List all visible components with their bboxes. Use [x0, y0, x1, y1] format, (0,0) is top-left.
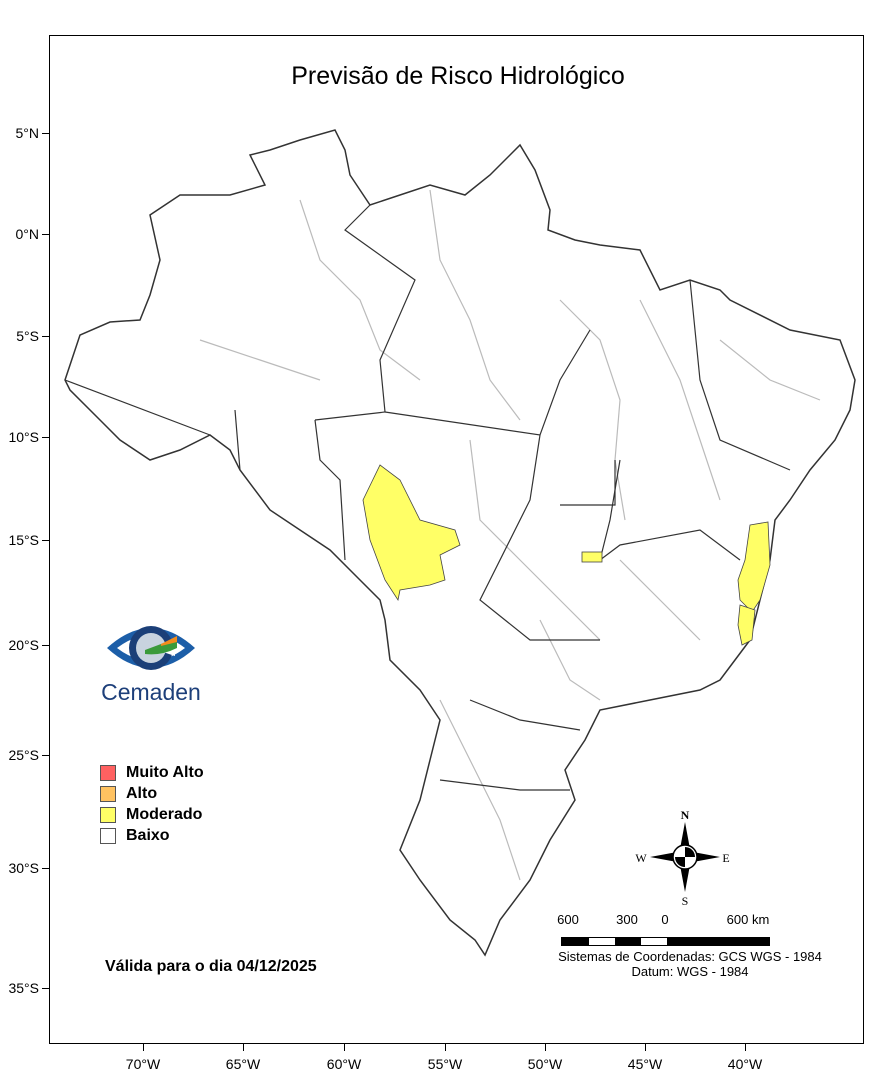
eye-logo-icon	[107, 626, 195, 670]
longitude-tick	[645, 1044, 646, 1051]
longitude-tick	[143, 1044, 144, 1051]
risk-area-mato-grosso	[362, 464, 461, 602]
longitude-label: 65°W	[225, 1056, 261, 1072]
latitude-label: 0°N	[15, 226, 40, 242]
latitude-label: 25°S	[8, 747, 39, 763]
longitude-label: 40°W	[727, 1056, 763, 1072]
longitude-label: 45°W	[627, 1056, 663, 1072]
latitude-tick	[42, 437, 49, 438]
latitude-label: 15°S	[8, 532, 39, 548]
risk-area-espirito-santo	[737, 604, 756, 646]
longitude-tick	[545, 1044, 546, 1051]
cemaden-logo: Cemaden	[92, 618, 210, 706]
longitude-tick	[344, 1044, 345, 1051]
risk-area-goias	[581, 551, 603, 563]
scale-label: 600 km	[726, 912, 770, 927]
scale-label: 0	[661, 912, 669, 927]
latitude-label: 5°S	[16, 328, 39, 344]
moderate-risk-areas	[362, 464, 771, 646]
legend-swatch	[100, 785, 116, 802]
compass-n: N	[681, 808, 690, 822]
latitude-tick	[42, 755, 49, 756]
legend-item: Muito Alto	[100, 762, 204, 783]
latitude-label: 30°S	[8, 860, 39, 876]
longitude-tick	[243, 1044, 244, 1051]
legend-item: Moderado	[100, 804, 204, 825]
legend-swatch	[100, 806, 116, 823]
crs-text: Sistemas de Coordenadas: GCS WGS - 1984	[558, 949, 822, 964]
latitude-tick	[42, 133, 49, 134]
state-lines	[64, 204, 791, 791]
valid-date: Válida para o dia 04/12/2025	[105, 958, 317, 975]
latitude-tick	[42, 234, 49, 235]
legend: Muito Alto Alto Moderado Baixo	[100, 762, 204, 846]
compass-e: E	[722, 851, 729, 865]
legend-swatch	[100, 764, 116, 781]
legend-label: Baixo	[126, 826, 170, 844]
legend-swatch	[100, 827, 116, 844]
latitude-label: 10°S	[8, 429, 39, 445]
map-title: Previsão de Risco Hidrológico	[291, 62, 625, 90]
risk-area-bahia-coast	[737, 521, 771, 613]
latitude-label: 35°S	[8, 980, 39, 996]
map-frame	[49, 35, 864, 1044]
scale-label: 300	[616, 912, 638, 927]
latitude-tick	[42, 988, 49, 989]
legend-label: Muito Alto	[126, 763, 204, 781]
compass-s: S	[682, 894, 689, 908]
compass-w: W	[635, 851, 647, 865]
scale-label: 600	[557, 912, 579, 927]
latitude-label: 20°S	[8, 637, 39, 653]
compass-rose-icon: N S W E	[635, 808, 729, 908]
legend-label: Alto	[126, 784, 158, 802]
latitude-label: 5°N	[15, 125, 40, 141]
latitude-tick	[42, 540, 49, 541]
latitude-tick	[42, 336, 49, 337]
longitude-tick	[445, 1044, 446, 1051]
datum-text: Datum: WGS - 1984	[631, 964, 749, 979]
latitude-tick	[42, 868, 49, 869]
legend-item: Baixo	[100, 825, 204, 846]
legend-label: Moderado	[126, 805, 203, 823]
logo-text: Cemaden	[101, 679, 201, 705]
longitude-label: 55°W	[427, 1056, 463, 1072]
longitude-label: 60°W	[326, 1056, 362, 1072]
longitude-label: 50°W	[527, 1056, 563, 1072]
longitude-label: 70°W	[125, 1056, 161, 1072]
brazil-outline	[64, 129, 856, 957]
legend-item: Alto	[100, 783, 204, 804]
latitude-tick	[42, 645, 49, 646]
longitude-tick	[745, 1044, 746, 1051]
basin-lines	[199, 189, 821, 881]
